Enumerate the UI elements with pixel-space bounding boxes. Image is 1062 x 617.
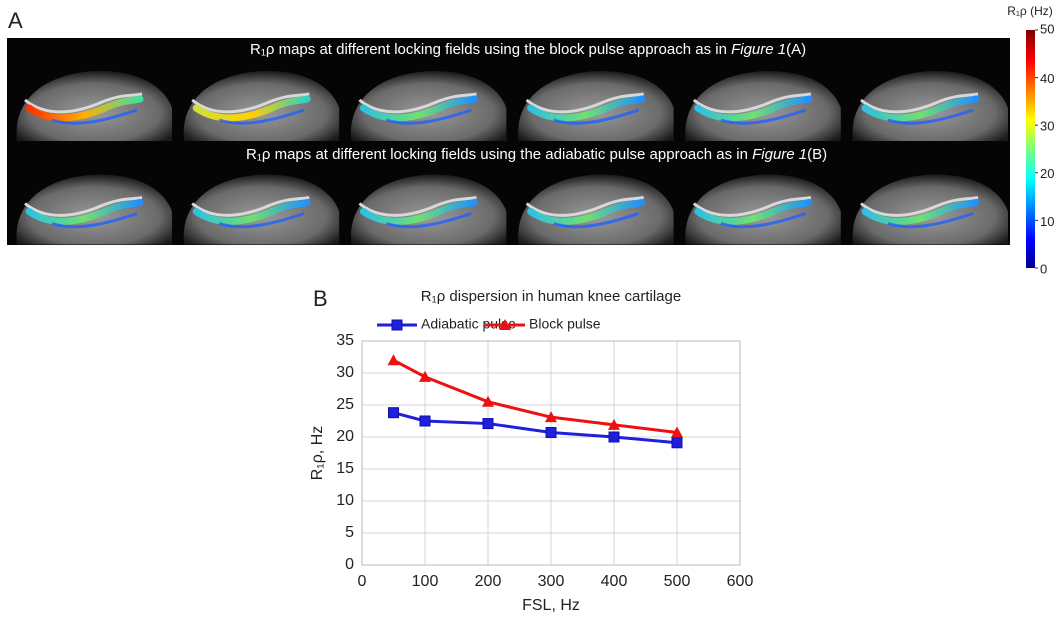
colorbar-tick-label: 30 <box>1040 119 1054 134</box>
chart-title: R₁ρ dispersion in human knee cartilage <box>421 288 681 305</box>
map-caption: R₁ρ maps at different locking fields usi… <box>250 41 806 58</box>
map-caption: R₁ρ maps at different locking fields usi… <box>246 146 827 163</box>
cartilage-outline <box>860 196 979 217</box>
cartilage-outline <box>191 196 310 217</box>
cartilage-outline <box>692 92 812 114</box>
series-line <box>392 358 678 435</box>
marker <box>419 370 431 382</box>
y-tick-label: 0 <box>345 556 354 573</box>
map-strip <box>7 38 1010 245</box>
cartilage-map <box>192 199 311 225</box>
caption-part: (A) <box>786 41 806 58</box>
x-tick-label: 500 <box>664 573 691 590</box>
colorbar-tick-label: 20 <box>1040 166 1054 181</box>
marker <box>545 427 557 439</box>
cartilage-map <box>720 108 807 125</box>
x-tick-label: 600 <box>727 573 754 590</box>
cartilage-map <box>25 199 144 225</box>
marker <box>388 407 399 419</box>
y-axis-label: R₁ρ, Hz <box>309 426 326 481</box>
x-tick-label: 100 <box>412 573 439 590</box>
marker <box>671 426 683 438</box>
caption-part: (B) <box>807 146 827 163</box>
cartilage-map <box>887 212 974 229</box>
x-axis-label: FSL, Hz <box>522 597 580 614</box>
legend-label: Block pulse <box>529 316 601 332</box>
x-tick-label: 400 <box>601 573 628 590</box>
x-tick-label: 200 <box>475 573 502 590</box>
cartilage-map <box>385 108 472 125</box>
marker <box>482 395 494 407</box>
marker <box>545 411 557 423</box>
cartilage-map <box>359 95 478 122</box>
cartilage-map <box>861 95 980 122</box>
caption-part: R₁ρ maps at different locking fields usi… <box>246 146 752 163</box>
y-tick-label: 10 <box>336 492 354 509</box>
y-tick-label: 15 <box>336 460 354 477</box>
cartilage-outline <box>692 196 812 217</box>
colorbar-tick-label: 0 <box>1040 261 1047 276</box>
marker <box>608 418 620 430</box>
y-tick-label: 35 <box>336 332 354 349</box>
y-tick-label: 20 <box>336 428 354 445</box>
colorbar-tick-label: 50 <box>1040 21 1054 36</box>
colorbar-tick-label: 40 <box>1040 71 1054 86</box>
cartilage-map <box>218 108 305 125</box>
panel-label: B <box>313 286 328 311</box>
y-tick-label: 30 <box>336 364 354 381</box>
plot-frame <box>361 340 741 566</box>
x-tick-label: 300 <box>538 573 565 590</box>
cartilage-map <box>527 199 646 225</box>
colorbar-label: R₁ρ (Hz) <box>1007 4 1053 18</box>
colorbar-tick-label: 10 <box>1040 214 1054 229</box>
cartilage-map <box>51 212 138 229</box>
cartilage-map <box>192 95 311 122</box>
cartilage-outline <box>860 92 979 114</box>
cartilage-outline <box>24 196 143 217</box>
cartilage-map <box>218 212 305 229</box>
cartilage-outline <box>358 92 477 114</box>
cartilage-map <box>861 199 980 225</box>
y-tick-label: 25 <box>336 396 354 413</box>
marker <box>608 431 620 443</box>
legend-marker <box>499 319 511 330</box>
cartilage-map <box>25 95 144 122</box>
cartilage-map <box>720 212 807 229</box>
colorbar <box>1026 30 1035 268</box>
marker <box>482 418 494 430</box>
cartilage-map <box>694 199 813 225</box>
legend-marker <box>391 319 403 331</box>
cartilage-map <box>51 108 138 125</box>
cartilage-outline <box>525 92 644 114</box>
cartilage-map <box>553 212 640 229</box>
marker <box>387 354 400 366</box>
cartilage-map <box>527 95 646 122</box>
cartilage-map <box>887 108 974 125</box>
caption-part: Figure 1 <box>752 146 807 163</box>
caption-part: R₁ρ maps at different locking fields usi… <box>250 41 731 58</box>
y-tick-label: 5 <box>345 524 354 541</box>
x-tick-label: 0 <box>358 573 367 590</box>
cartilage-outline <box>525 196 644 217</box>
legend-label: Adiabatic pulse <box>421 316 516 332</box>
cartilage-outline <box>191 92 310 114</box>
cartilage-map <box>553 108 640 125</box>
caption-part: Figure 1 <box>731 41 786 58</box>
cartilage-map <box>385 212 472 229</box>
panel-label: A <box>8 8 23 33</box>
marker <box>671 437 683 449</box>
marker <box>419 415 431 427</box>
cartilage-outline <box>24 92 143 114</box>
cartilage-map <box>359 199 478 225</box>
cartilage-outline <box>358 196 477 217</box>
cartilage-map <box>694 95 813 122</box>
